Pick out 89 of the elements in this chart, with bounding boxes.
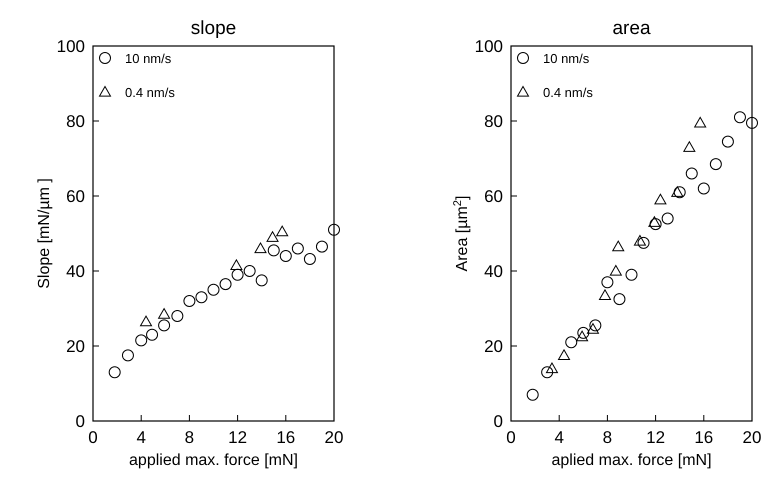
point [256, 274, 268, 286]
point [650, 218, 662, 230]
point [586, 323, 599, 334]
point [683, 141, 696, 152]
y-tick-label: 20 [484, 337, 503, 356]
point [612, 240, 624, 252]
point [546, 362, 558, 374]
point [276, 226, 288, 236]
y-tick-label: 80 [484, 112, 503, 131]
x-axis-title: applied max. force [mN] [129, 452, 298, 469]
point [158, 308, 170, 319]
point [266, 231, 279, 242]
point [316, 240, 328, 253]
chart-title: area [612, 18, 651, 39]
point [292, 242, 304, 254]
point [601, 276, 614, 288]
point [577, 326, 590, 339]
point [634, 235, 646, 246]
point [694, 116, 706, 128]
legend-label: 10 nm/s [125, 51, 172, 66]
point [722, 136, 734, 148]
x-tick-label: 16 [276, 428, 296, 447]
point [146, 328, 158, 341]
point [674, 186, 686, 198]
chart-title: slope [190, 18, 236, 39]
y-axis-title: Slope [mN/µm ] [36, 178, 53, 289]
point [686, 168, 698, 180]
point [244, 265, 256, 277]
point [746, 116, 758, 129]
point [232, 268, 244, 281]
x-tick-label: 20 [742, 428, 762, 447]
point [671, 186, 684, 197]
point [328, 224, 340, 236]
point [304, 253, 316, 265]
x-tick-label: 0 [88, 428, 98, 447]
point [598, 289, 611, 300]
x-tick-label: 4 [136, 428, 146, 447]
y-tick-label: 100 [474, 37, 503, 56]
x-tick-label: 12 [646, 428, 666, 447]
y-tick-label: 100 [56, 37, 85, 56]
point [710, 158, 722, 170]
y-tick-label: 40 [66, 262, 85, 281]
point [541, 366, 554, 378]
point [526, 388, 539, 401]
x-tick-label: 12 [228, 428, 248, 447]
point [576, 330, 588, 342]
legend-label: 0.4 nm/s [125, 85, 176, 100]
point [158, 319, 170, 332]
x-tick-label: 8 [602, 428, 612, 447]
y-tick-label: 60 [66, 187, 85, 206]
point [220, 278, 232, 290]
point [183, 295, 196, 307]
point [626, 268, 638, 281]
point [589, 319, 602, 332]
x-tick-label: 4 [554, 428, 564, 447]
point [122, 349, 134, 362]
point [734, 111, 746, 124]
point [135, 334, 148, 346]
point [268, 244, 280, 256]
point [254, 242, 266, 254]
point [195, 291, 208, 304]
x-tick-label: 8 [184, 428, 194, 447]
point [558, 349, 570, 360]
point [140, 316, 152, 326]
point [638, 236, 650, 249]
point [698, 182, 710, 194]
y-tick-label: 80 [66, 112, 85, 131]
legend-label: 10 nm/s [543, 51, 590, 66]
y-tick-label: 40 [484, 262, 503, 281]
point [171, 310, 184, 322]
point [662, 212, 674, 224]
point [613, 293, 626, 306]
point [208, 284, 220, 296]
x-axis-title: aplied max. force [mN] [551, 452, 712, 469]
x-tick-label: 16 [694, 428, 714, 447]
x-tick-label: 0 [506, 428, 516, 447]
point [648, 216, 660, 227]
x-tick-label: 20 [324, 428, 344, 447]
y-tick-label: 0 [494, 412, 503, 431]
point [610, 265, 622, 276]
point [280, 250, 292, 262]
point [565, 336, 578, 348]
y-tick-label: 60 [484, 187, 503, 206]
point [654, 194, 666, 204]
point [230, 259, 242, 270]
legend-label: 0.4 nm/s [543, 85, 594, 100]
y-tick-label: 20 [66, 337, 85, 356]
y-tick-label: 0 [76, 412, 85, 431]
point [108, 366, 121, 378]
